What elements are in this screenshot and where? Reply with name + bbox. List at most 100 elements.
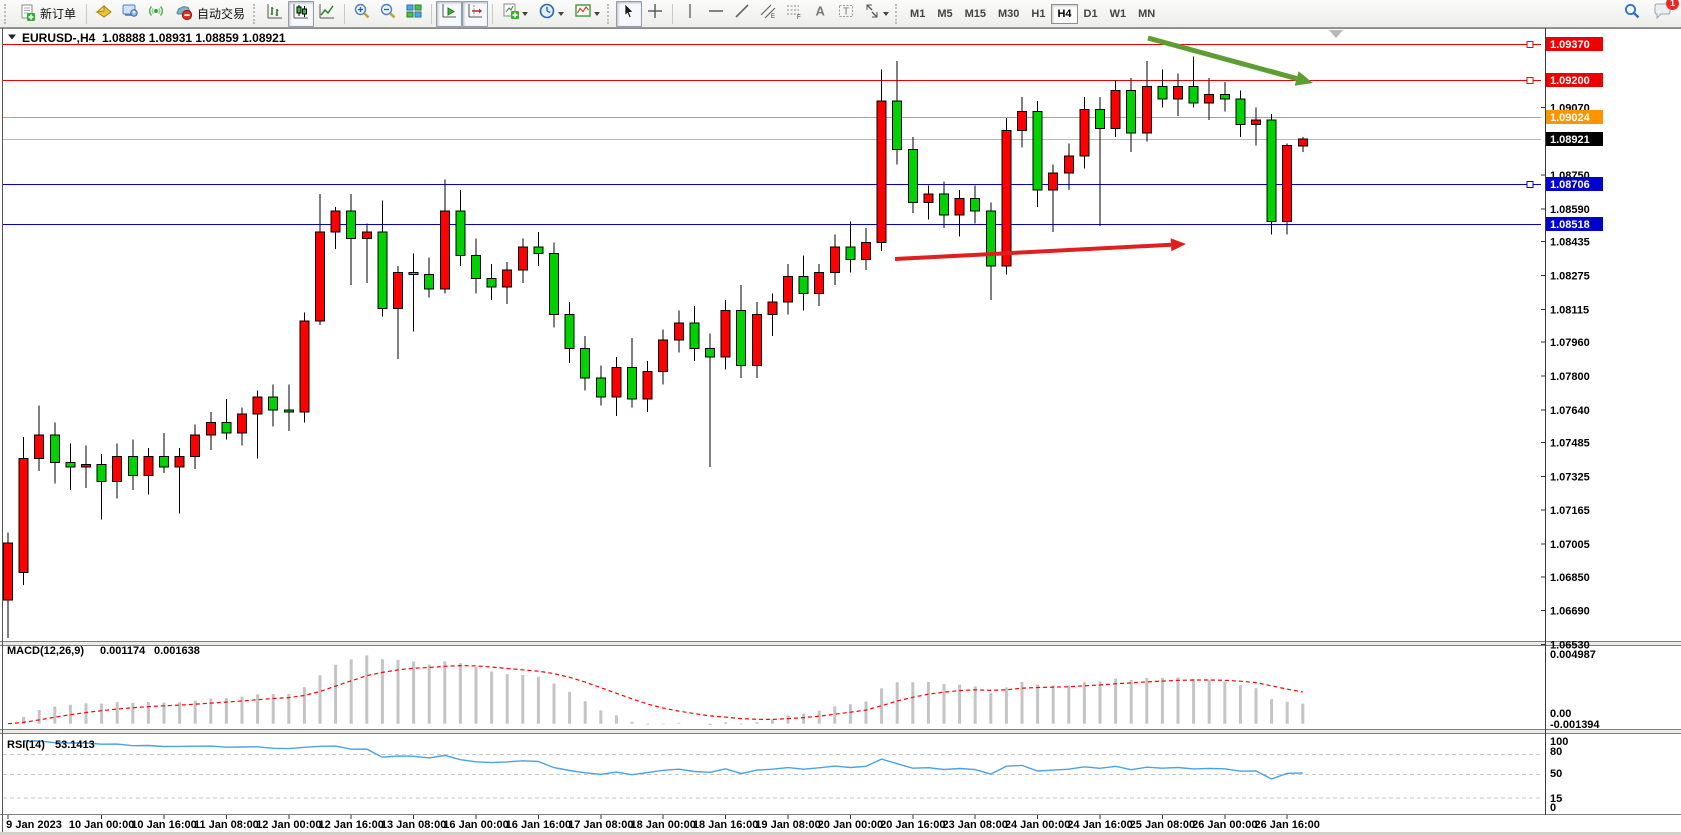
line-handle[interactable] — [1526, 41, 1534, 48]
new-order-button[interactable]: 新订单 — [13, 1, 82, 27]
price-badge-label: 1.08518 — [1550, 219, 1590, 231]
price-tick-label: 1.07005 — [1550, 539, 1590, 551]
candle — [564, 314, 575, 349]
text-button[interactable]: A — [807, 1, 833, 27]
candle — [611, 366, 622, 398]
macd-panel[interactable] — [7, 655, 1305, 725]
price-tick-label: 1.06530 — [1550, 639, 1590, 651]
candle — [595, 377, 606, 398]
chart-shift-button[interactable] — [462, 0, 489, 27]
chevron-down-icon — [883, 11, 890, 16]
macd-axis-bottom: -0.001394 — [1550, 719, 1600, 731]
candle — [408, 271, 419, 275]
strategy-tester-button[interactable] — [117, 1, 143, 27]
candle — [798, 276, 809, 294]
zoom-in-button[interactable] — [349, 1, 375, 27]
text-label-icon: T — [837, 2, 855, 25]
rsi-panel[interactable] — [3, 740, 1541, 799]
candle — [517, 246, 528, 271]
time-tick-label: 20 Jan 16:00 — [880, 819, 945, 831]
vertical-line-button[interactable] — [677, 1, 703, 27]
zoom-out-icon — [379, 2, 397, 25]
candle — [486, 278, 497, 288]
candle — [502, 269, 513, 288]
fibonacci-button[interactable]: F — [781, 1, 807, 27]
candle — [221, 421, 232, 434]
bar-chart-icon — [266, 2, 284, 25]
timeframe-button-D1[interactable]: D1 — [1083, 7, 1098, 20]
clock-icon — [538, 2, 556, 25]
indicators-dropdown[interactable] — [569, 1, 605, 27]
line-handle[interactable] — [1526, 77, 1534, 84]
cursor-icon — [621, 3, 637, 24]
line-handle[interactable] — [1526, 181, 1534, 188]
candle — [658, 339, 669, 373]
new-chart-icon — [502, 2, 520, 25]
chart-profile-button[interactable] — [91, 1, 117, 27]
macd-axis[interactable]: 0.004987 0.00 -0.001394 — [1550, 649, 1600, 731]
horizontal-line-button[interactable] — [703, 1, 729, 27]
search-button[interactable] — [1619, 1, 1645, 27]
crosshair-button[interactable] — [642, 1, 668, 27]
time-tick-label: 9 Jan 2023 — [6, 819, 62, 831]
arrows-dropdown[interactable] — [859, 1, 893, 27]
auto-trading-button[interactable]: 自动交易 — [169, 1, 251, 27]
notifications-button[interactable]: 1 — [1649, 0, 1679, 27]
trendline-button[interactable] — [729, 1, 755, 27]
price-badge — [1546, 132, 1603, 146]
svg-text:A: A — [816, 4, 826, 19]
price-tick-label: 1.08590 — [1550, 204, 1590, 216]
bar-chart-button[interactable] — [262, 1, 288, 27]
timeframe-button-H1[interactable]: H1 — [1031, 7, 1046, 20]
candle — [1188, 85, 1199, 104]
macd-label: MACD(12,26,9) — [7, 645, 84, 657]
chart-shift-marker[interactable] — [1329, 30, 1343, 38]
candlestick-chart-button[interactable] — [288, 0, 315, 27]
svg-text:E: E — [771, 14, 775, 20]
cursor-button[interactable] — [616, 0, 643, 27]
candle — [127, 455, 138, 476]
line-chart-button[interactable] — [314, 1, 340, 27]
candle — [34, 434, 45, 459]
candle — [970, 197, 981, 212]
zoom-in-icon — [353, 2, 371, 25]
tile-windows-button[interactable] — [401, 1, 427, 27]
chart-window[interactable]: 1.090701.087501.085901.084351.082751.081… — [0, 28, 1681, 835]
toolbar-grip — [607, 3, 613, 24]
candle — [939, 193, 949, 216]
price-tick-label: 1.07960 — [1550, 337, 1590, 349]
time-tick-label: 10 Jan 00:00 — [69, 819, 134, 831]
candle — [471, 254, 481, 280]
signal-waves-icon — [147, 2, 165, 25]
timeframe-button-MN[interactable]: MN — [1138, 7, 1156, 20]
timeframe-button-H4[interactable]: H4 — [1051, 3, 1078, 24]
candle — [1173, 85, 1183, 100]
arrow-object[interactable] — [894, 238, 1186, 261]
zoom-out-button[interactable] — [375, 1, 401, 27]
auto-scroll-button[interactable] — [436, 0, 463, 27]
periods-dropdown[interactable] — [533, 1, 569, 27]
rsi-axis-label: 80 — [1550, 746, 1562, 758]
timeframe-button-M1[interactable]: M1 — [910, 7, 926, 20]
price-axis[interactable]: 1.090701.087501.085901.084351.082751.081… — [1541, 102, 1590, 814]
rsi-label: RSI(14) — [7, 739, 45, 751]
time-tick-label: 18 Jan 16:00 — [693, 819, 758, 831]
candle — [377, 231, 388, 309]
candle — [1001, 130, 1012, 267]
candle — [954, 197, 965, 216]
candlestick-series[interactable] — [3, 56, 1308, 639]
timeframe-button-W1[interactable]: W1 — [1109, 7, 1127, 20]
timeframe-button-M5[interactable]: M5 — [937, 7, 953, 20]
timeframe-button-M15[interactable]: M15 — [964, 7, 986, 20]
signals-button[interactable] — [143, 1, 169, 27]
arrow-object[interactable] — [1147, 35, 1313, 86]
price-tick-label: 1.08275 — [1550, 271, 1590, 283]
new-chart-dropdown[interactable] — [497, 1, 533, 27]
rsi-axis-label: 15 — [1550, 793, 1562, 805]
auto-trading-label: 自动交易 — [197, 7, 246, 21]
equidistant-channel-button[interactable]: E — [755, 1, 781, 27]
timeframe-button-M30[interactable]: M30 — [998, 7, 1020, 20]
text-label-button[interactable]: T — [833, 1, 859, 27]
symbol-dropdown-icon[interactable] — [8, 34, 16, 40]
